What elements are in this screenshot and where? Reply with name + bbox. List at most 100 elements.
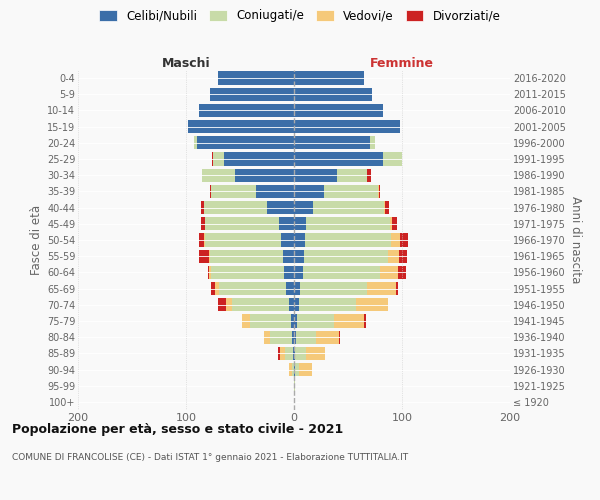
Bar bbox=[218, 72, 294, 85]
Bar bbox=[294, 363, 295, 376]
Bar bbox=[380, 266, 398, 279]
Bar bbox=[242, 314, 250, 328]
Bar bbox=[292, 363, 294, 376]
Bar bbox=[201, 201, 205, 214]
Bar bbox=[286, 346, 293, 360]
Bar bbox=[291, 314, 294, 328]
Bar bbox=[367, 168, 371, 182]
Bar bbox=[226, 298, 232, 312]
Bar bbox=[211, 185, 256, 198]
Bar bbox=[278, 346, 280, 360]
Bar bbox=[392, 217, 397, 230]
Bar bbox=[281, 234, 294, 246]
Bar bbox=[205, 201, 267, 214]
Bar bbox=[313, 201, 383, 214]
Bar bbox=[199, 104, 294, 117]
Bar bbox=[235, 168, 294, 182]
Bar bbox=[284, 266, 294, 279]
Bar bbox=[211, 282, 215, 295]
Bar bbox=[194, 136, 197, 149]
Bar bbox=[294, 234, 305, 246]
Bar bbox=[294, 379, 295, 392]
Bar bbox=[367, 282, 395, 295]
Bar bbox=[383, 201, 385, 214]
Bar bbox=[208, 266, 209, 279]
Bar bbox=[294, 88, 372, 101]
Bar bbox=[224, 152, 294, 166]
Bar bbox=[295, 363, 299, 376]
Bar bbox=[289, 298, 294, 312]
Bar bbox=[294, 346, 295, 360]
Bar bbox=[293, 346, 294, 360]
Y-axis label: Fasce di età: Fasce di età bbox=[29, 205, 43, 275]
Bar bbox=[218, 298, 226, 312]
Bar bbox=[250, 314, 291, 328]
Bar bbox=[299, 298, 356, 312]
Bar bbox=[283, 250, 294, 263]
Text: COMUNE DI FRANCOLISE (CE) - Dati ISTAT 1° gennaio 2021 - Elaborazione TUTTITALIA: COMUNE DI FRANCOLISE (CE) - Dati ISTAT 1… bbox=[12, 452, 408, 462]
Bar bbox=[294, 168, 337, 182]
Bar bbox=[305, 234, 391, 246]
Bar bbox=[294, 298, 299, 312]
Bar bbox=[256, 185, 294, 198]
Bar bbox=[294, 217, 306, 230]
Bar bbox=[399, 250, 407, 263]
Bar bbox=[212, 152, 213, 166]
Bar bbox=[391, 234, 400, 246]
Bar bbox=[398, 266, 406, 279]
Bar bbox=[378, 185, 379, 198]
Bar bbox=[370, 136, 375, 149]
Bar bbox=[306, 217, 390, 230]
Bar bbox=[211, 266, 284, 279]
Bar bbox=[199, 234, 205, 246]
Bar bbox=[292, 330, 294, 344]
Bar bbox=[388, 250, 399, 263]
Bar bbox=[205, 234, 281, 246]
Bar bbox=[294, 314, 297, 328]
Bar bbox=[304, 250, 388, 263]
Bar bbox=[299, 363, 313, 376]
Bar bbox=[294, 330, 296, 344]
Bar bbox=[379, 185, 380, 198]
Bar bbox=[294, 185, 324, 198]
Bar bbox=[364, 314, 367, 328]
Bar bbox=[279, 217, 294, 230]
Bar bbox=[306, 346, 325, 360]
Bar bbox=[316, 330, 340, 344]
Bar bbox=[390, 217, 392, 230]
Bar bbox=[202, 168, 235, 182]
Legend: Celibi/Nubili, Coniugati/e, Vedovi/e, Divorziati/e: Celibi/Nubili, Coniugati/e, Vedovi/e, Di… bbox=[96, 6, 504, 26]
Bar bbox=[270, 330, 292, 344]
Bar bbox=[199, 250, 209, 263]
Bar bbox=[385, 201, 389, 214]
Bar bbox=[213, 152, 224, 166]
Text: Maschi: Maschi bbox=[161, 57, 211, 70]
Bar bbox=[232, 298, 289, 312]
Bar bbox=[337, 168, 367, 182]
Bar bbox=[301, 282, 367, 295]
Bar bbox=[383, 152, 402, 166]
Bar bbox=[395, 282, 398, 295]
Bar bbox=[205, 217, 279, 230]
Bar bbox=[209, 266, 211, 279]
Bar bbox=[188, 120, 294, 134]
Text: Popolazione per età, sesso e stato civile - 2021: Popolazione per età, sesso e stato civil… bbox=[12, 422, 343, 436]
Bar bbox=[302, 266, 380, 279]
Bar bbox=[294, 104, 383, 117]
Bar bbox=[294, 152, 383, 166]
Bar bbox=[295, 346, 306, 360]
Bar bbox=[286, 282, 294, 295]
Bar bbox=[264, 330, 270, 344]
Bar bbox=[197, 136, 294, 149]
Bar bbox=[210, 88, 294, 101]
Bar bbox=[334, 314, 364, 328]
Bar bbox=[294, 120, 400, 134]
Bar bbox=[294, 201, 313, 214]
Bar bbox=[267, 201, 294, 214]
Bar bbox=[356, 298, 388, 312]
Bar bbox=[294, 136, 370, 149]
Bar bbox=[296, 330, 316, 344]
Bar bbox=[280, 346, 286, 360]
Y-axis label: Anni di nascita: Anni di nascita bbox=[569, 196, 583, 284]
Bar bbox=[294, 282, 301, 295]
